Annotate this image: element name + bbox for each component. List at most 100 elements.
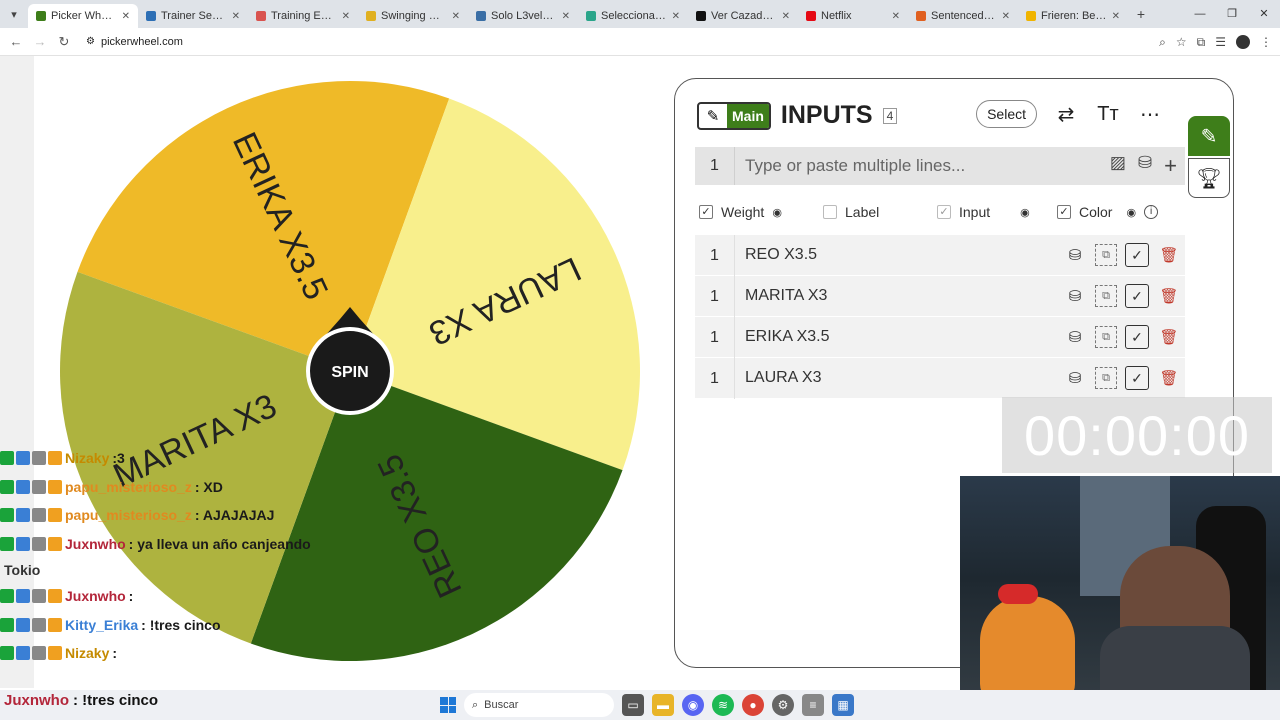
paint-bucket-icon[interactable]: ⛁ [1068,329,1082,346]
calculator-icon[interactable]: ▦ [832,694,854,716]
tab-close-icon[interactable]: ✕ [341,10,350,22]
duplicate-icon[interactable]: ⧉ [1095,367,1117,389]
spin-button[interactable]: SPIN [306,307,394,415]
more-options-icon[interactable]: ⋯ [1140,103,1160,126]
paint-bucket-icon[interactable]: ⛁ [1137,153,1153,172]
label-checkbox[interactable] [823,205,837,219]
site-info-icon[interactable]: ⚙ [86,36,95,47]
image-icon[interactable]: ▨ [1109,153,1126,172]
input-row[interactable]: 1 MARITA X3 ⛁ ⧉ ✓ 🗑︎ [695,275,1185,317]
browser-tab[interactable]: Ver Cazadores de ✕ [688,4,798,28]
row-enabled-checkbox[interactable]: ✓ [1125,325,1149,349]
stream-chat-overlay: Nizaky:3 papu_misterioso_z: XD papu_mister… [0,444,360,692]
info-icon[interactable]: i [1144,205,1159,219]
task-view-icon[interactable]: ▭ [622,694,644,716]
close-window-icon[interactable]: ✕ [1259,8,1269,20]
new-tab-button[interactable]: + [1136,6,1146,22]
browser-tab[interactable]: Frieren: Beyond J ✕ [1018,4,1128,28]
reading-list-icon[interactable]: ☰ [1215,35,1226,49]
taskbar-search[interactable]: ⌕ Buscar [464,693,614,717]
delete-icon[interactable]: 🗑︎ [1159,288,1179,305]
trophy-icon[interactable]: 🏆︎ [1188,158,1230,198]
url-field[interactable]: ⚙ pickerwheel.com [86,36,183,48]
tab-close-icon[interactable]: ✕ [1111,10,1120,22]
back-icon[interactable]: ← [9,34,23,49]
browser-menu-icon[interactable]: ⋮ [1260,35,1272,49]
browser-tab[interactable]: Netflix ✕ [798,4,908,28]
tab-close-icon[interactable]: ✕ [1001,10,1010,22]
input-row[interactable]: 1 LAURA X3 ⛁ ⧉ ✓ 🗑︎ [695,357,1185,399]
row-name[interactable]: REO X3.5 [745,246,818,263]
forward-icon[interactable]: → [33,34,47,49]
chrome-icon[interactable]: ● [742,694,764,716]
row-enabled-checkbox[interactable]: ✓ [1125,243,1149,267]
row-weight[interactable]: 1 [695,316,735,358]
row-weight[interactable]: 1 [695,357,735,399]
color-visibility-icon[interactable]: ◉ [1126,206,1137,219]
file-explorer-icon[interactable]: ▬ [652,694,674,716]
row-enabled-checkbox[interactable]: ✓ [1125,284,1149,308]
delete-icon[interactable]: 🗑︎ [1159,370,1179,387]
select-button[interactable]: Select [976,100,1037,128]
tab-search-icon[interactable]: ▾ [11,8,17,21]
profile-avatar[interactable] [1236,35,1250,49]
main-tab-label: Main [727,103,769,128]
tab-close-icon[interactable]: ✕ [231,10,240,22]
row-name[interactable]: MARITA X3 [745,287,828,304]
row-weight[interactable]: 1 [695,234,735,276]
zoom-icon[interactable]: ⌕ [1159,34,1166,49]
browser-tab[interactable]: Training Event He ✕ [248,4,358,28]
minimize-icon[interactable]: — [1194,8,1206,20]
duplicate-icon[interactable]: ⧉ [1095,244,1117,266]
delete-icon[interactable]: 🗑︎ [1159,247,1179,264]
browser-tab[interactable]: Swinging Maestr ✕ [358,4,468,28]
edit-mode-icon[interactable]: ✎ [1188,116,1230,156]
browser-tab[interactable]: Picker Wheel - Sp ✕ [28,4,138,28]
reload-icon[interactable]: ↻ [58,33,70,49]
delete-icon[interactable]: 🗑︎ [1159,329,1179,346]
paint-bucket-icon[interactable]: ⛁ [1068,370,1082,387]
input-checkbox[interactable]: ✓ [937,205,951,219]
input-visibility-icon[interactable]: ◉ [1020,206,1030,219]
settings-icon[interactable]: ⚙ [772,694,794,716]
row-name[interactable]: LAURA X3 [745,369,822,386]
input-row[interactable]: 1 REO X3.5 ⛁ ⧉ ✓ 🗑︎ [695,234,1185,276]
spotify-icon[interactable]: ≋ [712,694,734,716]
restore-icon[interactable]: ❐ [1227,8,1237,20]
row-enabled-checkbox[interactable]: ✓ [1125,366,1149,390]
weight-checkbox[interactable]: ✓ [699,205,713,219]
weight-visibility-icon[interactable]: ◉ [772,206,782,219]
duplicate-icon[interactable]: ⧉ [1095,285,1117,307]
tab-close-icon[interactable]: ✕ [561,10,570,22]
extensions-icon[interactable]: ⧉ [1196,34,1206,49]
tab-close-icon[interactable]: ✕ [891,10,900,22]
bookmark-star-icon[interactable]: ☆ [1175,35,1187,49]
color-checkbox[interactable]: ✓ [1057,205,1071,219]
duplicate-icon[interactable]: ⧉ [1095,326,1117,348]
tab-favicon-icon [696,11,706,21]
main-tab[interactable]: ✎ Main [697,101,771,130]
notepad-icon[interactable]: ≡ [802,694,824,716]
browser-tab[interactable]: Sentenced to Be ✕ [908,4,1018,28]
tab-close-icon[interactable]: ✕ [451,10,460,22]
entry-input[interactable] [735,156,1110,176]
tab-favicon-icon [1026,11,1036,21]
paint-bucket-icon[interactable]: ⛁ [1068,247,1082,264]
entry-weight[interactable]: 1 [695,147,735,185]
add-entry-icon[interactable]: + [1164,153,1177,178]
browser-tab[interactable]: Trainer Search | C ✕ [138,4,248,28]
browser-tab[interactable]: Seleccionar perfil ✕ [578,4,688,28]
tab-close-icon[interactable]: ✕ [781,10,790,22]
tab-close-icon[interactable]: ✕ [671,10,680,22]
tab-close-icon[interactable]: ✕ [121,10,130,22]
row-weight[interactable]: 1 [695,275,735,317]
paint-bucket-icon[interactable]: ⛁ [1068,288,1082,305]
text-size-icon[interactable]: Tт [1097,102,1119,125]
row-name[interactable]: ERIKA X3.5 [745,328,830,345]
discord-icon[interactable]: ◉ [682,694,704,716]
browser-tab[interactable]: Solo L3vel1ng Ca ✕ [468,4,578,28]
shuffle-icon[interactable]: ⇄ [1057,103,1075,126]
start-windows-icon[interactable] [440,697,456,713]
input-row[interactable]: 1 ERIKA X3.5 ⛁ ⧉ ✓ 🗑︎ [695,316,1185,358]
